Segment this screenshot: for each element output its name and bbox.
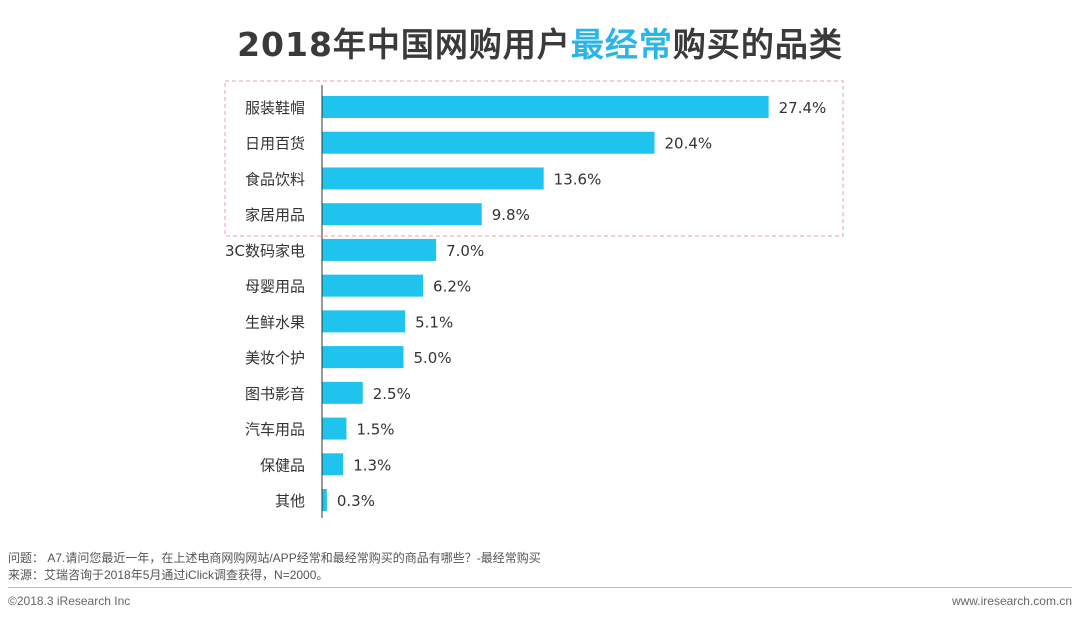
category-label: 美妆个护 [245,349,305,367]
category-label: 日用百货 [245,135,305,153]
data-label: 5.1% [415,313,453,331]
category-label: 家居用品 [245,206,305,224]
data-label: 1.3% [353,456,391,474]
category-label: 汽车用品 [245,421,305,439]
bar [322,96,769,118]
category-label: 母婴用品 [245,278,305,296]
source-note: 来源：艾瑞咨询于2018年5月通过iClick调查获得，N=2000。 [8,568,329,582]
website: www.iresearch.com.cn [951,594,1072,608]
category-label: 生鲜水果 [245,313,305,331]
bar [322,310,406,333]
data-label: 7.0% [446,242,484,260]
category-label: 食品饮料 [245,170,305,188]
title-part: 2018年中国网购用户 [237,25,571,64]
data-label: 1.5% [356,421,394,439]
data-label: 5.0% [414,349,452,367]
title-part: 购买的品类 [672,25,843,64]
data-label: 2.5% [373,385,411,403]
category-label: 其他 [275,492,305,510]
data-label: 13.6% [554,170,602,188]
question-note: 问题： A7.请问您最近一年，在上述电商网购网站/APP经常和最经常购买的商品有… [8,551,541,565]
bar [322,203,482,226]
bar [322,274,424,297]
bar [322,381,363,404]
footer-divider [8,587,1072,588]
title-highlight: 最经常 [570,25,673,64]
bar [322,417,347,440]
bar [322,346,404,369]
category-label: 图书影音 [245,385,305,403]
chart-title: 2018年中国网购用户最经常购买的品类 [0,18,1080,66]
data-label: 9.8% [492,206,530,224]
category-label: 保健品 [260,456,305,474]
bar [322,453,344,476]
copyright: ©2018.3 iResearch Inc [8,594,131,608]
data-label: 27.4% [779,99,827,117]
data-label: 0.3% [337,492,375,510]
data-label: 20.4% [665,135,713,153]
bar [322,167,544,190]
bar [322,238,437,261]
data-label: 6.2% [433,278,471,296]
highlight-box [224,80,844,237]
category-label: 服装鞋帽 [245,99,305,117]
bar [322,489,327,512]
category-label: 3C数码家电 [225,242,305,260]
bar [322,131,655,154]
